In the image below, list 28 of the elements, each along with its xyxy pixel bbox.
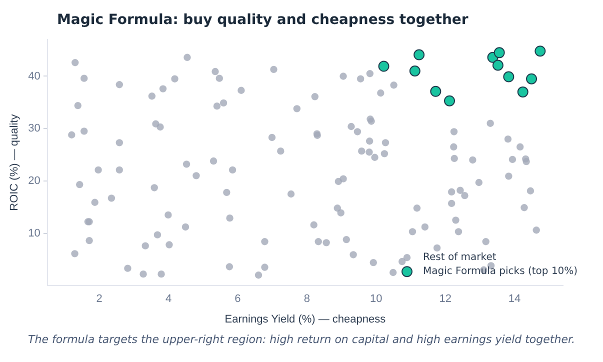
- point: [517, 86, 528, 98]
- chart-title: Magic Formula: buy quality and cheapness together: [57, 12, 468, 28]
- point: [492, 60, 504, 71]
- legend-label: Magic Formula picks (top 10%): [423, 266, 578, 278]
- x-tick-label: 2: [96, 293, 102, 306]
- legend-label: Rest of market: [423, 252, 496, 264]
- x-axis-title: Earnings Yield (%) — cheapness: [224, 313, 386, 326]
- point: [409, 66, 420, 77]
- x-tick-label: 14: [508, 293, 521, 306]
- text: The formula targets the upper-right region: high return on capital and high earnings yield together.: [27, 333, 576, 346]
- point: [414, 49, 425, 60]
- point: [526, 73, 538, 84]
- point: [378, 60, 390, 72]
- x-tick-label: 12: [439, 293, 452, 306]
- y-tick-label: 40: [28, 70, 40, 82]
- point: [444, 95, 456, 106]
- x-tick-label: 10: [370, 293, 382, 306]
- x-tick-label: 8: [304, 293, 310, 306]
- point: [430, 86, 442, 97]
- y-tick-label: 20: [28, 174, 40, 187]
- point: [534, 46, 546, 57]
- y-axis-title: ROIC (%) — quality: [8, 114, 21, 211]
- x-tick-label: 4: [165, 293, 172, 306]
- y-tick-label: 10: [28, 227, 40, 240]
- y-tick-label: 30: [28, 122, 40, 135]
- x-tick-label: 6: [234, 293, 241, 306]
- point: [503, 71, 514, 82]
- point: [494, 47, 505, 58]
